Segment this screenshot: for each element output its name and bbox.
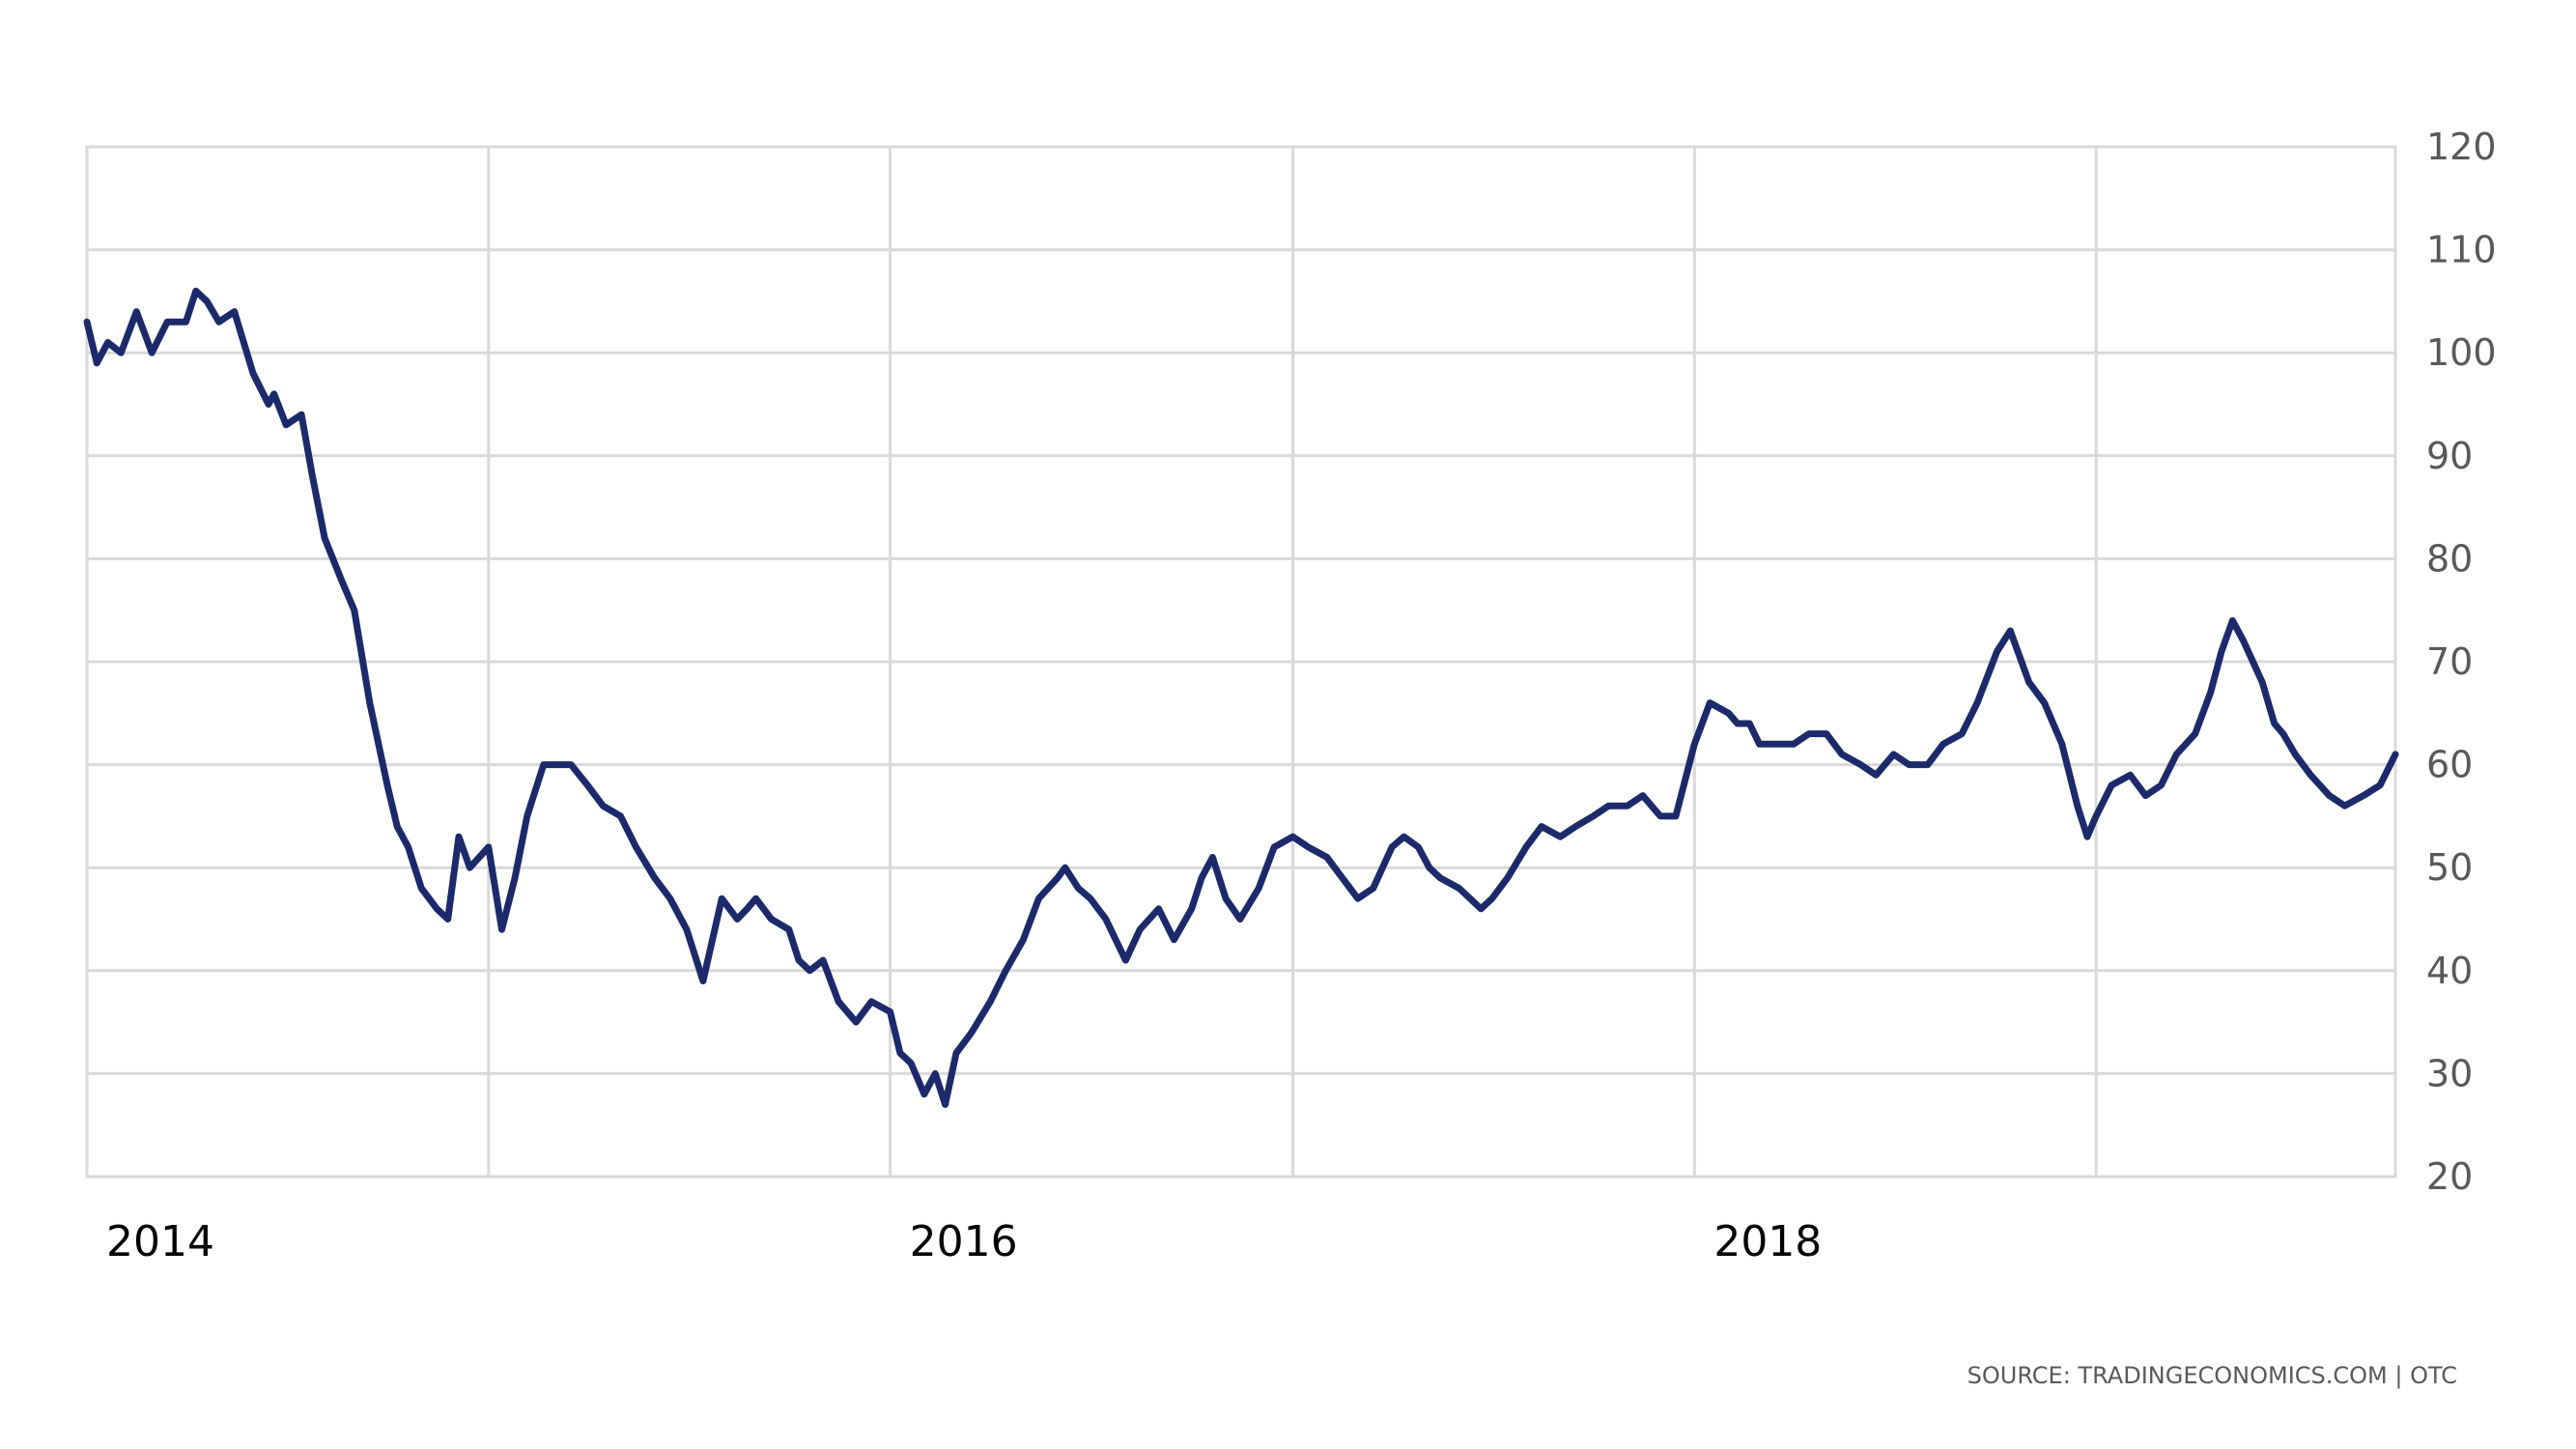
x-tick-label: 2018 xyxy=(1713,1217,1822,1266)
y-tick-label: 120 xyxy=(2426,126,2497,168)
plot-frame xyxy=(85,145,2397,1179)
y-tick-label: 30 xyxy=(2426,1052,2473,1094)
source-note: SOURCE: TRADINGECONOMICS.COM | OTC xyxy=(1967,1362,2457,1389)
grid xyxy=(87,145,2395,1179)
y-tick-label: 100 xyxy=(2426,331,2497,374)
y-tick-label: 20 xyxy=(2426,1155,2473,1198)
y-tick-label: 50 xyxy=(2426,846,2473,889)
x-tick-label: 2014 xyxy=(106,1217,214,1266)
y-tick-label: 110 xyxy=(2426,229,2497,271)
x-tick-label: 2016 xyxy=(910,1217,1018,1266)
series-layer xyxy=(83,287,2399,1108)
y-tick-label: 60 xyxy=(2426,744,2473,786)
y-tick-label: 40 xyxy=(2426,950,2473,992)
x-axis-tick-labels: 2014 2016 2018 xyxy=(106,1217,1822,1266)
series-line xyxy=(83,287,2399,1108)
y-axis-tick-labels: 120 110 100 90 80 70 60 50 40 30 20 xyxy=(2426,126,2497,1198)
y-tick-label: 90 xyxy=(2426,435,2473,477)
y-tick-label: 70 xyxy=(2426,640,2473,683)
y-tick-label: 80 xyxy=(2426,537,2473,580)
